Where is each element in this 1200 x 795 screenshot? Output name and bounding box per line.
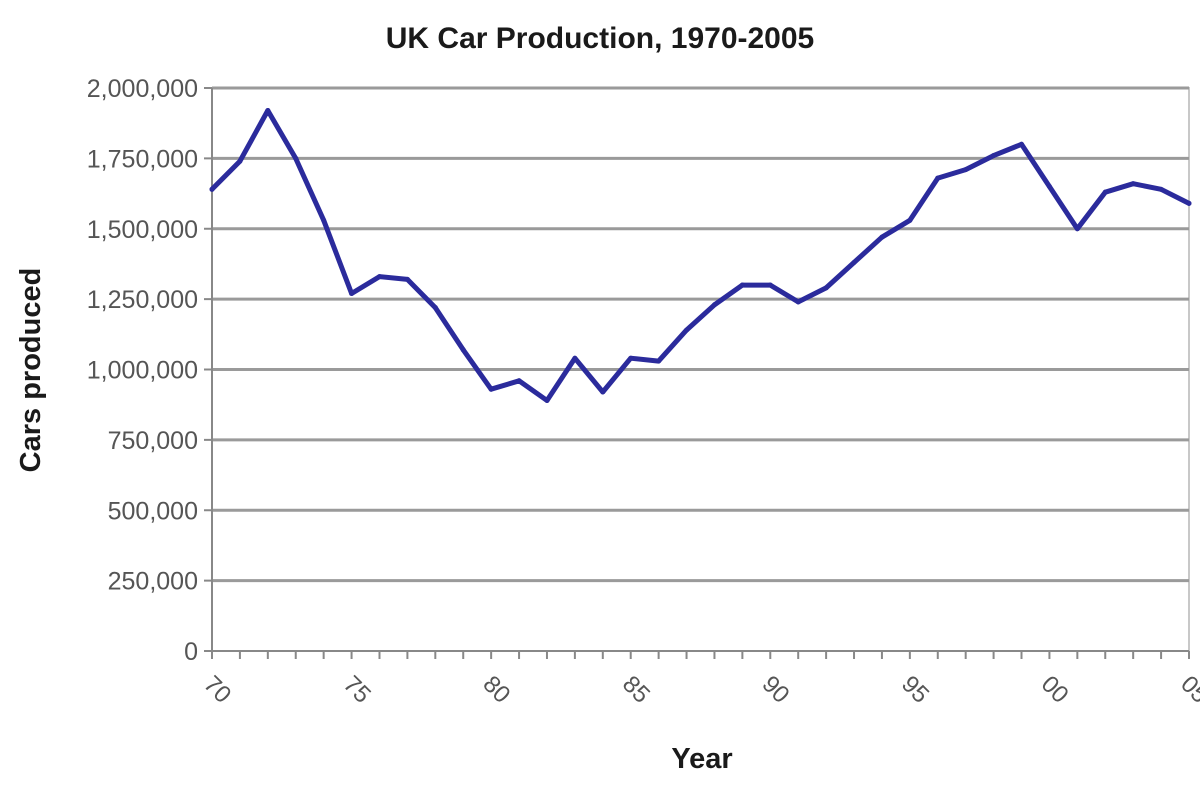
data-point [209,186,215,192]
data-point [237,158,243,164]
y-tick-labels: 0 250,000 500,000 750,000 1,000,000 1,250,000… [87,75,212,666]
data-point [991,153,997,159]
x-tick-label: 90 [757,671,795,709]
data-point [460,347,466,353]
data-point [795,299,801,305]
x-axis-label: Year [671,743,732,775]
data-point [935,175,941,181]
data-point [823,285,829,291]
data-point [1186,200,1192,206]
data-point [879,234,885,240]
gridlines [212,86,1189,583]
chart-title: UK Car Production, 1970-2005 [386,22,814,55]
data-point [851,260,857,266]
data-point [544,397,550,403]
data-point [572,355,578,361]
y-tick-label: 1,250,000 [87,286,198,314]
data-point [963,167,969,173]
y-tick-label: 1,750,000 [87,145,198,173]
data-point [907,217,913,223]
data-point [1046,184,1052,190]
x-tick-label: 70 [198,671,236,709]
x-tick-labels: 70 75 80 85 90 95 00 05 [198,671,1200,709]
data-point [600,389,606,395]
data-point [265,108,271,114]
data-point [293,155,299,161]
data-point [1158,186,1164,192]
data-point [711,302,717,308]
y-tick-label: 1,500,000 [87,216,198,244]
data-point [684,327,690,333]
data-point [516,378,522,384]
data-point [404,276,410,282]
data-point [1074,226,1080,232]
data-point [1102,189,1108,195]
y-tick-label: 750,000 [108,427,198,455]
data-point [349,290,355,296]
y-tick-label: 2,000,000 [87,75,198,103]
x-tick-label: 75 [338,671,376,709]
x-tick-label: 00 [1036,671,1074,709]
data-point [1019,141,1025,147]
x-tick-label: 05 [1175,671,1200,709]
y-tick-label: 0 [184,638,198,666]
series-line [209,108,1192,403]
data-point [488,386,494,392]
y-axis-label: Cars produced [15,268,47,473]
data-point [376,274,382,280]
data-point [767,282,773,288]
data-point [1130,181,1136,187]
x-tick-label: 80 [477,671,515,709]
y-tick-label: 250,000 [108,568,198,596]
data-point [432,305,438,311]
series-layer [209,108,1192,403]
data-point [656,358,662,364]
data-point [628,355,634,361]
data-point [321,217,327,223]
x-tick-label: 95 [896,671,934,709]
x-tick-label: 85 [617,671,655,709]
y-tick-label: 1,000,000 [87,357,198,385]
y-tick-label: 500,000 [108,497,198,525]
data-point [739,282,745,288]
